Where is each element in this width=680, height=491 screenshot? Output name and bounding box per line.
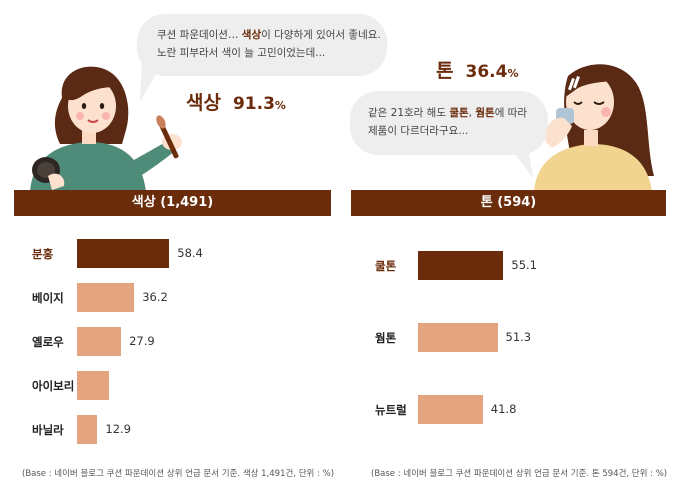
right-bubble-tail xyxy=(505,140,533,178)
category-label: 아이보리 xyxy=(32,379,75,393)
left-stat-value: 91.3 xyxy=(232,94,275,114)
left-bubble-tail xyxy=(140,60,164,102)
bar xyxy=(418,251,504,280)
bar xyxy=(418,395,483,424)
bar xyxy=(77,283,135,312)
category-label: 쿨톤 xyxy=(375,259,397,273)
category-label: 뉴트럴 xyxy=(375,403,407,417)
bar xyxy=(77,371,109,400)
value-label: 58.4 xyxy=(177,246,203,260)
woman-with-compact-illustration xyxy=(30,66,182,192)
bar xyxy=(418,323,498,352)
category-label: 옐로우 xyxy=(32,335,64,349)
category-label: 베이지 xyxy=(32,291,64,305)
right-stat-label: 톤 xyxy=(436,60,454,82)
value-label: 41.8 xyxy=(490,402,517,416)
left-quote-line2: 노란 피부라서 색이 늘 고민이었는데... xyxy=(157,47,326,59)
left-chart-title: 색상 (1,491) xyxy=(14,190,331,216)
woman-with-cushion-illustration xyxy=(534,64,654,192)
left-stat-label: 색상 xyxy=(186,92,221,114)
left-big-stat: 색상 91.3% xyxy=(186,88,286,115)
left-quote-highlight: 색상 xyxy=(241,29,262,41)
right-stat-value: 36.4 xyxy=(465,62,508,82)
right-big-stat: 톤 36.4% xyxy=(436,56,518,83)
right-quote-highlight: 쿨톤 xyxy=(449,107,469,119)
right-chart-title: 톤 (594) xyxy=(351,190,666,216)
category-label: 웜톤 xyxy=(375,331,397,345)
left-quote-text: 이 다양하게 있어서 좋네요. xyxy=(261,29,381,41)
value-label: 55.1 xyxy=(511,258,537,272)
bar xyxy=(77,239,170,268)
value-label: 36.2 xyxy=(142,290,168,304)
category-label: 분홍 xyxy=(32,247,54,261)
right-quote-text: 같은 21호라 해도 xyxy=(368,107,450,119)
left-quote-text: 쿠션 파운데이션… xyxy=(157,29,242,41)
left-footnote: (Base : 네이버 블로그 쿠션 파운데이션 상위 언급 문서 기준. 색상… xyxy=(22,469,335,479)
left-quote-bubble: 쿠션 파운데이션… 색상이 다양하게 있어서 좋네요. 노란 피부라서 색이 늘… xyxy=(137,14,387,76)
left-stat-unit: % xyxy=(274,99,286,112)
value-label: 12.9 xyxy=(105,422,131,436)
bar xyxy=(77,327,122,356)
value-label: 51.3 xyxy=(505,330,532,344)
right-quote-text: 에 따라 xyxy=(494,107,528,119)
right-quote-highlight: 웜톤 xyxy=(475,107,495,119)
value-label: 27.9 xyxy=(129,334,155,348)
category-label: 바닐라 xyxy=(32,423,64,437)
right-quote-line2: 제품이 다르더라구요... xyxy=(368,125,469,137)
bar xyxy=(77,415,98,444)
right-footnote: (Base : 네이버 블로그 쿠션 파운데이션 상위 언급 문서 기준. 톤 … xyxy=(371,469,668,479)
right-quote-text: , xyxy=(468,107,476,119)
right-stat-unit: % xyxy=(507,67,519,80)
